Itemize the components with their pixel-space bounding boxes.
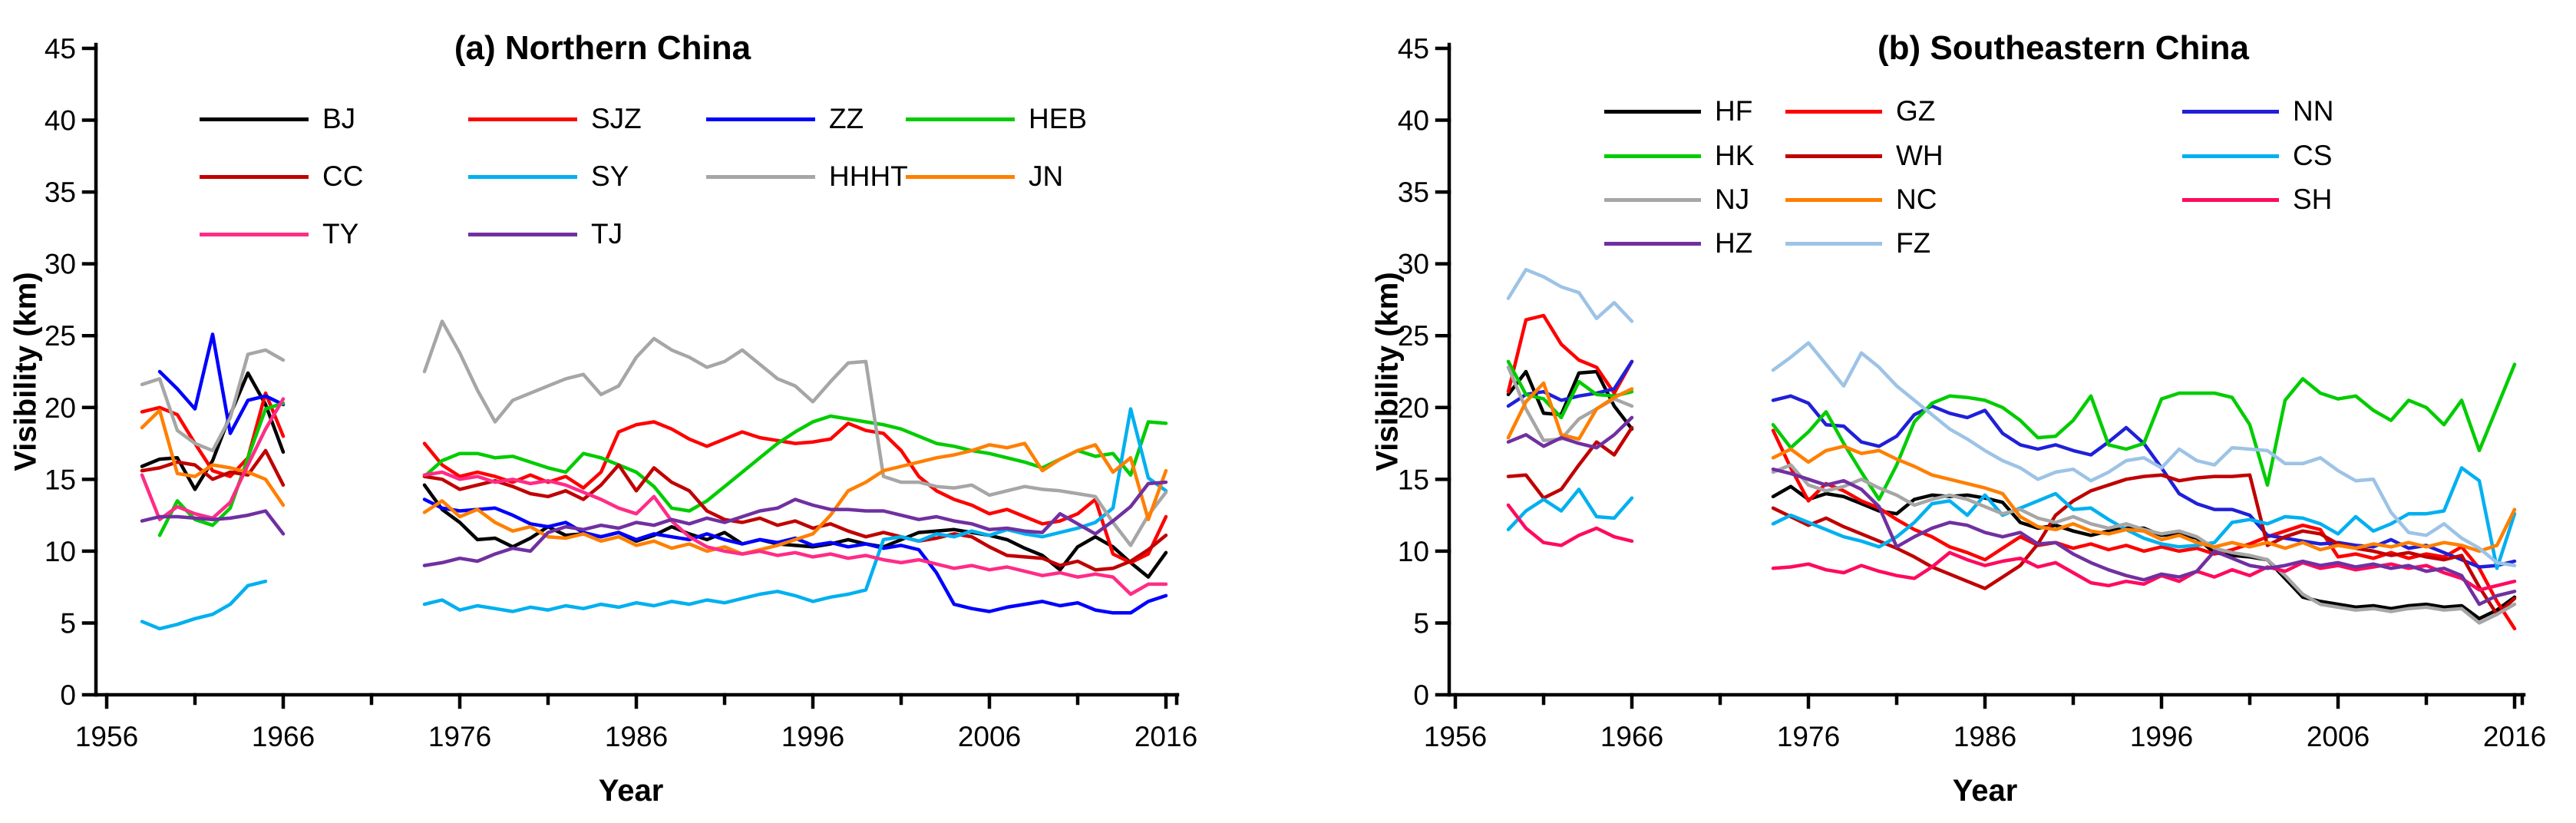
series-nn-line — [1771, 394, 2517, 569]
chart-b-title: (b) Southeastern China — [1877, 29, 2250, 67]
chart-b-southeastern-china: 0 5 10 15 20 25 30 35 40 45 1956 1966 1976 1986 1996 20… — [1288, 0, 2576, 823]
y-tick-label: 15 — [45, 464, 76, 495]
y-tick-label: 20 — [45, 392, 76, 424]
series-hk — [1506, 359, 2517, 501]
series-jn-line — [422, 441, 1168, 556]
x-tick-label: 1956 — [1424, 721, 1487, 752]
chart-a-y-axis-title: Visibility (km) — [8, 272, 43, 471]
series-wh-line — [1506, 425, 1634, 500]
chart-a-title: (a) Northern China — [454, 29, 751, 67]
y-tick-label: 20 — [1398, 392, 1429, 424]
x-tick-label: 1996 — [781, 721, 844, 752]
series-hk-line — [1506, 359, 1634, 420]
y-tick-label: 10 — [45, 536, 76, 567]
y-tick-label: 40 — [45, 105, 76, 137]
series-ty — [140, 397, 1168, 597]
chart-b-y-axis-title: Visibility (km) — [1370, 272, 1405, 471]
y-tick-label: 0 — [1413, 679, 1429, 711]
x-tick-label: 2016 — [1134, 721, 1197, 752]
axes — [1435, 42, 2526, 709]
series-nc-line — [1506, 381, 1634, 441]
x-tick-label: 1986 — [1953, 721, 2016, 752]
series-heb — [157, 401, 1168, 537]
series-sy-line — [422, 407, 1168, 613]
series-sh — [1506, 503, 2517, 592]
y-tick-label: 15 — [1398, 464, 1429, 495]
y-tick-label: 40 — [1398, 105, 1429, 137]
series-hz-line — [1771, 467, 2517, 607]
y-tick-label: 30 — [1398, 249, 1429, 280]
series-sh-line — [1506, 503, 1634, 547]
series-sy-line — [140, 579, 268, 631]
x-tick-label: 2016 — [2483, 721, 2546, 752]
y-tick-label: 25 — [45, 320, 76, 352]
y-tick-label: 5 — [60, 607, 76, 639]
series-hz-line — [1506, 415, 1634, 450]
series-hhht — [140, 319, 1168, 547]
series-tj-line — [140, 509, 286, 536]
y-tick-label: 45 — [45, 33, 76, 64]
series-cs-line — [1771, 466, 2517, 570]
plot-area-southeastern-china: 0 5 10 15 20 25 30 35 40 45 1956 1966 1976 1986 1996 20… — [1398, 33, 2546, 752]
series-nc — [1506, 381, 2517, 554]
chart-a-x-axis-title: Year — [598, 774, 664, 808]
y-tick-label: 0 — [60, 679, 76, 711]
series-sjz-line — [140, 391, 286, 478]
series-sjz — [140, 391, 1168, 565]
series-cc-line — [140, 448, 286, 488]
series-bj — [140, 371, 1168, 579]
series-hhht-line — [140, 348, 286, 453]
series-sy — [140, 407, 1168, 631]
y-tick-label: 30 — [45, 249, 76, 280]
y-tick-label: 25 — [1398, 320, 1429, 352]
x-tick-label: 1976 — [428, 721, 491, 752]
y-tick-label: 45 — [1398, 33, 1429, 64]
series-nc-line — [1771, 445, 2517, 554]
series-hk-line — [1771, 362, 2517, 501]
y-tick-label: 10 — [1398, 536, 1429, 567]
series-sh-line — [1771, 550, 2517, 592]
series-bj-line — [140, 371, 286, 491]
tick-labels: 0 5 10 15 20 25 30 35 40 45 1956 1966 1976 1986 1996 20… — [1398, 33, 2546, 752]
series-ty-line — [422, 470, 1168, 597]
series-hz — [1506, 415, 2517, 607]
y-tick-label: 35 — [1398, 177, 1429, 208]
tick-labels: 0 5 10 15 20 25 30 35 40 45 1956 1966 1976 1986 1996 20… — [45, 33, 1197, 752]
y-tick-label: 35 — [45, 177, 76, 208]
series-tj — [140, 480, 1168, 567]
series-hf — [1506, 369, 2517, 621]
y-tick-label: 5 — [1413, 607, 1429, 639]
series-fz — [1506, 267, 2517, 567]
axes — [81, 42, 1180, 709]
series-gz — [1506, 313, 2517, 631]
plot-area-northern-china: 0 5 10 15 20 25 30 35 40 45 1956 1966 1976 1986 1996 20… — [45, 33, 1197, 752]
series-cs — [1506, 466, 2517, 570]
x-tick-label: 1966 — [1600, 721, 1663, 752]
series-cc-line — [422, 463, 1168, 572]
series-cc — [140, 448, 1168, 572]
chart-a-northern-china: 0 5 10 15 20 25 30 35 40 45 1956 1966 1976 1986 1996 20… — [8, 29, 1198, 808]
series-nj — [1506, 365, 2517, 625]
series-hhht-line — [422, 319, 1168, 547]
x-tick-label: 1996 — [2130, 721, 2193, 752]
x-tick-label: 1986 — [605, 721, 668, 752]
series-heb-line — [157, 401, 286, 537]
series-cs-line — [1506, 488, 1634, 532]
series-gz-line — [1506, 313, 1634, 395]
x-tick-label: 2006 — [958, 721, 1021, 752]
series-jn — [140, 408, 1168, 556]
series-sjz-line — [422, 420, 1168, 565]
x-tick-label: 1976 — [1777, 721, 1840, 752]
series-jn-line — [140, 408, 286, 507]
x-tick-label: 1956 — [75, 721, 138, 752]
series-fz-line — [1506, 267, 1634, 323]
series-fz-line — [1771, 341, 2517, 567]
x-tick-label: 1966 — [252, 721, 315, 752]
series-zz-line — [157, 332, 286, 435]
series-tj-line — [422, 480, 1168, 567]
series-gz-line — [1771, 428, 2517, 631]
chart-b-x-axis-title: Year — [1952, 774, 2018, 808]
x-tick-label: 2006 — [2307, 721, 2370, 752]
